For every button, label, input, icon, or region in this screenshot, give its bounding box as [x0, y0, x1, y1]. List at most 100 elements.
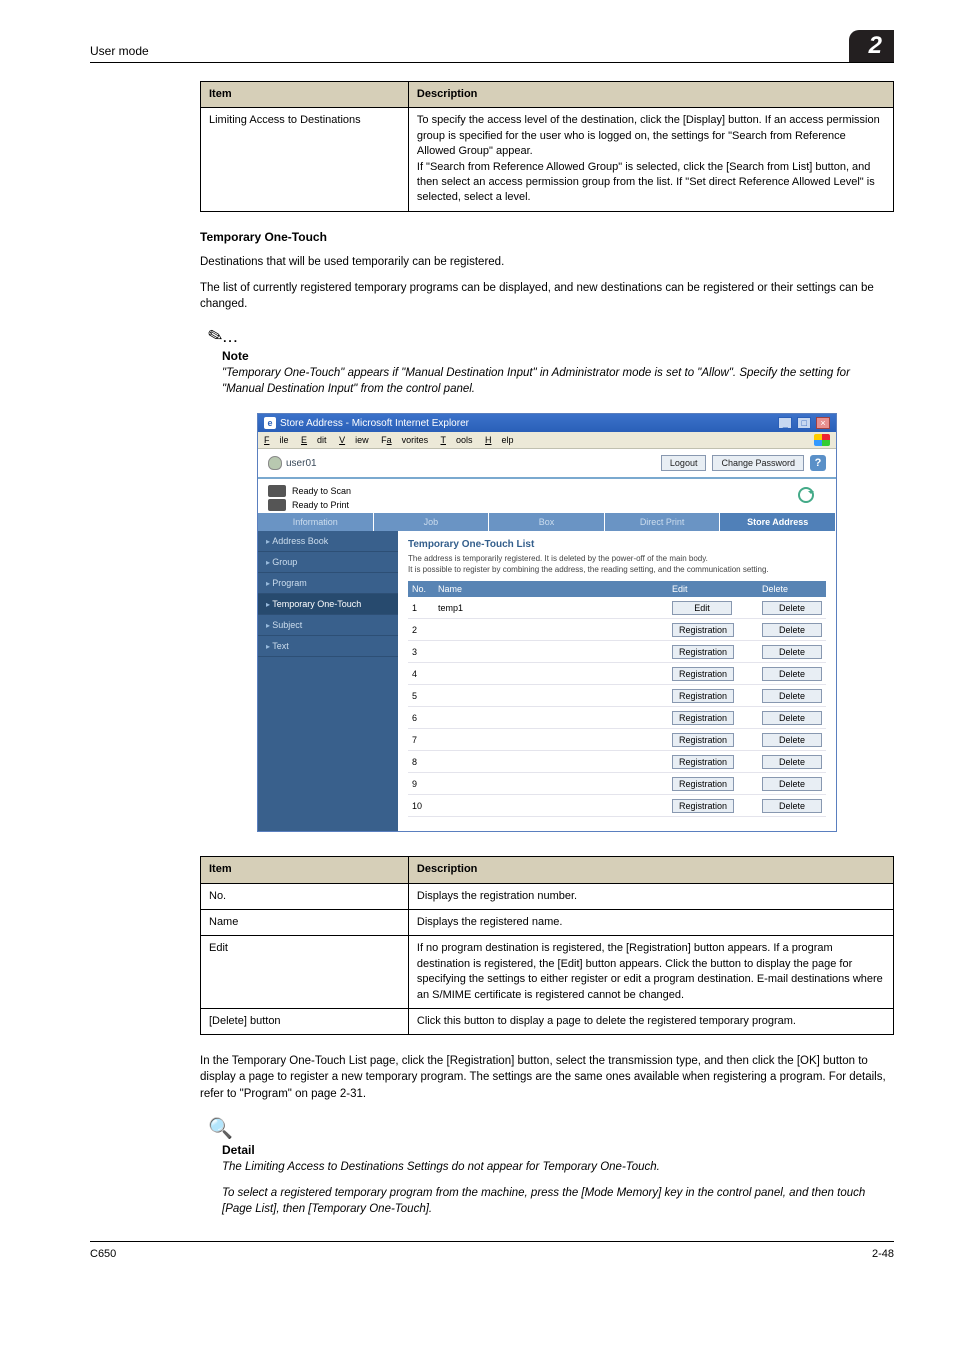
status-scan: Ready to Scan — [292, 486, 351, 496]
magnifier-icon: 🔍 — [208, 1118, 233, 1140]
th-name: Name — [434, 581, 668, 597]
main-panel: Temporary One-Touch List The address is … — [398, 531, 836, 831]
table-row: 10 Registration Delete — [408, 795, 826, 817]
close-icon[interactable]: × — [816, 417, 830, 429]
table-row: Limiting Access to Destinations To speci… — [201, 108, 894, 211]
sidebar-item-address-book[interactable]: Address Book — [258, 531, 398, 552]
registration-button[interactable]: Registration — [672, 645, 734, 659]
pencil-icon: ✎ — [206, 324, 226, 348]
tab-information[interactable]: Information — [258, 513, 374, 531]
tab-job[interactable]: Job — [374, 513, 490, 531]
cell-desc: Displays the registration number. — [408, 883, 893, 909]
cell-name: temp1 — [434, 597, 668, 619]
sidebar-item-subject[interactable]: Subject — [258, 615, 398, 636]
registration-button[interactable]: Registration — [672, 711, 734, 725]
embedded-screenshot: e Store Address - Microsoft Internet Exp… — [200, 413, 894, 832]
help-icon[interactable]: ? — [810, 455, 826, 471]
sidebar-item-group[interactable]: Group — [258, 552, 398, 573]
sidebar-item-program[interactable]: Program — [258, 573, 398, 594]
table-row: 9RegistrationDelete — [408, 773, 826, 795]
th-item: Item — [201, 857, 409, 883]
menu-view[interactable]: View — [339, 435, 369, 445]
table-row: 1 temp1 Edit Delete — [408, 597, 826, 619]
refresh-icon[interactable] — [798, 487, 814, 503]
menu-favorites[interactable]: Favorites — [381, 435, 428, 445]
cell-no: 7 — [408, 729, 434, 751]
status-print: Ready to Print — [292, 500, 349, 510]
window-controls: _ □ × — [776, 417, 830, 429]
tab-store-address[interactable]: Store Address — [720, 513, 836, 531]
delete-button[interactable]: Delete — [762, 733, 822, 747]
onetouch-table: No. Name Edit Delete 1 temp1 Edit Delete — [408, 581, 826, 818]
cell-no: 2 — [408, 619, 434, 641]
logout-button[interactable]: Logout — [661, 455, 707, 471]
delete-button[interactable]: Delete — [762, 623, 822, 637]
th-desc: Description — [408, 82, 893, 108]
menu-edit[interactable]: Edit — [301, 435, 327, 445]
table-row: EditIf no program destination is registe… — [201, 936, 894, 1009]
after-table-para: In the Temporary One-Touch List page, cl… — [200, 1053, 894, 1101]
registration-button[interactable]: Registration — [672, 689, 734, 703]
table-row: 3RegistrationDelete — [408, 641, 826, 663]
table-row: 2 Registration Delete — [408, 619, 826, 641]
delete-button[interactable]: Delete — [762, 667, 822, 681]
maximize-icon[interactable]: □ — [797, 417, 811, 429]
section-heading: Temporary One-Touch — [200, 230, 894, 244]
section-p1: Destinations that will be used temporari… — [200, 254, 894, 270]
edit-button[interactable]: Edit — [672, 601, 732, 615]
header-chapter: 2 — [849, 30, 894, 62]
delete-button[interactable]: Delete — [762, 777, 822, 791]
cell-item: [Delete] button — [201, 1008, 409, 1034]
table-row: 5 Registration Delete — [408, 685, 826, 707]
printer-icon — [268, 499, 286, 511]
delete-button[interactable]: Delete — [762, 799, 822, 813]
registration-button[interactable]: Registration — [672, 623, 734, 637]
delete-button[interactable]: Delete — [762, 601, 822, 615]
registration-button[interactable]: Registration — [672, 755, 734, 769]
registration-button[interactable]: Registration — [672, 667, 734, 681]
menu-file[interactable]: File — [264, 435, 289, 445]
table-row: 4RegistrationDelete — [408, 663, 826, 685]
sidebar: Address Book Group Program Temporary One… — [258, 531, 398, 831]
cell-item: Name — [201, 909, 409, 935]
ie-title: Store Address - Microsoft Internet Explo… — [280, 418, 469, 429]
th-item: Item — [201, 82, 409, 108]
cell-desc: Displays the registered name. — [408, 909, 893, 935]
sidebar-item-temporary[interactable]: Temporary One-Touch — [258, 594, 398, 615]
item-description-table: Item Description No.Displays the registr… — [200, 856, 894, 1035]
tab-direct-print[interactable]: Direct Print — [605, 513, 721, 531]
table-row: [Delete] buttonClick this button to disp… — [201, 1008, 894, 1034]
minimize-icon[interactable]: _ — [778, 417, 792, 429]
delete-button[interactable]: Delete — [762, 755, 822, 769]
ie-logo-icon: e — [264, 417, 276, 429]
cell-desc: If no program destination is registered,… — [408, 936, 893, 1009]
tab-box[interactable]: Box — [489, 513, 605, 531]
sidebar-item-text[interactable]: Text — [258, 636, 398, 657]
change-password-button[interactable]: Change Password — [712, 455, 804, 471]
delete-button[interactable]: Delete — [762, 689, 822, 703]
header-section: User mode — [90, 44, 149, 62]
menu-help[interactable]: Help — [485, 435, 514, 445]
windows-flag-icon — [814, 434, 830, 446]
detail-text-1: The Limiting Access to Destinations Sett… — [222, 1159, 894, 1175]
registration-button[interactable]: Registration — [672, 799, 734, 813]
ie-titlebar: e Store Address - Microsoft Internet Exp… — [258, 414, 836, 432]
status-area: Ready to Scan Ready to Print — [258, 479, 836, 513]
table-row: 6RegistrationDelete — [408, 707, 826, 729]
user-icon — [268, 456, 282, 470]
delete-button[interactable]: Delete — [762, 711, 822, 725]
cell-no: 5 — [408, 685, 434, 707]
th-desc: Description — [408, 857, 893, 883]
menu-tools[interactable]: Tools — [441, 435, 473, 445]
cell-desc: Click this button to display a page to d… — [408, 1008, 893, 1034]
registration-button[interactable]: Registration — [672, 733, 734, 747]
delete-button[interactable]: Delete — [762, 645, 822, 659]
footer-page: 2-48 — [872, 1248, 894, 1260]
table-row: 8RegistrationDelete — [408, 751, 826, 773]
cell-no: 10 — [408, 795, 434, 817]
footer-model: C650 — [90, 1248, 116, 1260]
table-row: No.Displays the registration number. — [201, 883, 894, 909]
th-edit: Edit — [668, 581, 758, 597]
registration-button[interactable]: Registration — [672, 777, 734, 791]
limiting-access-table: Item Description Limiting Access to Dest… — [200, 81, 894, 212]
